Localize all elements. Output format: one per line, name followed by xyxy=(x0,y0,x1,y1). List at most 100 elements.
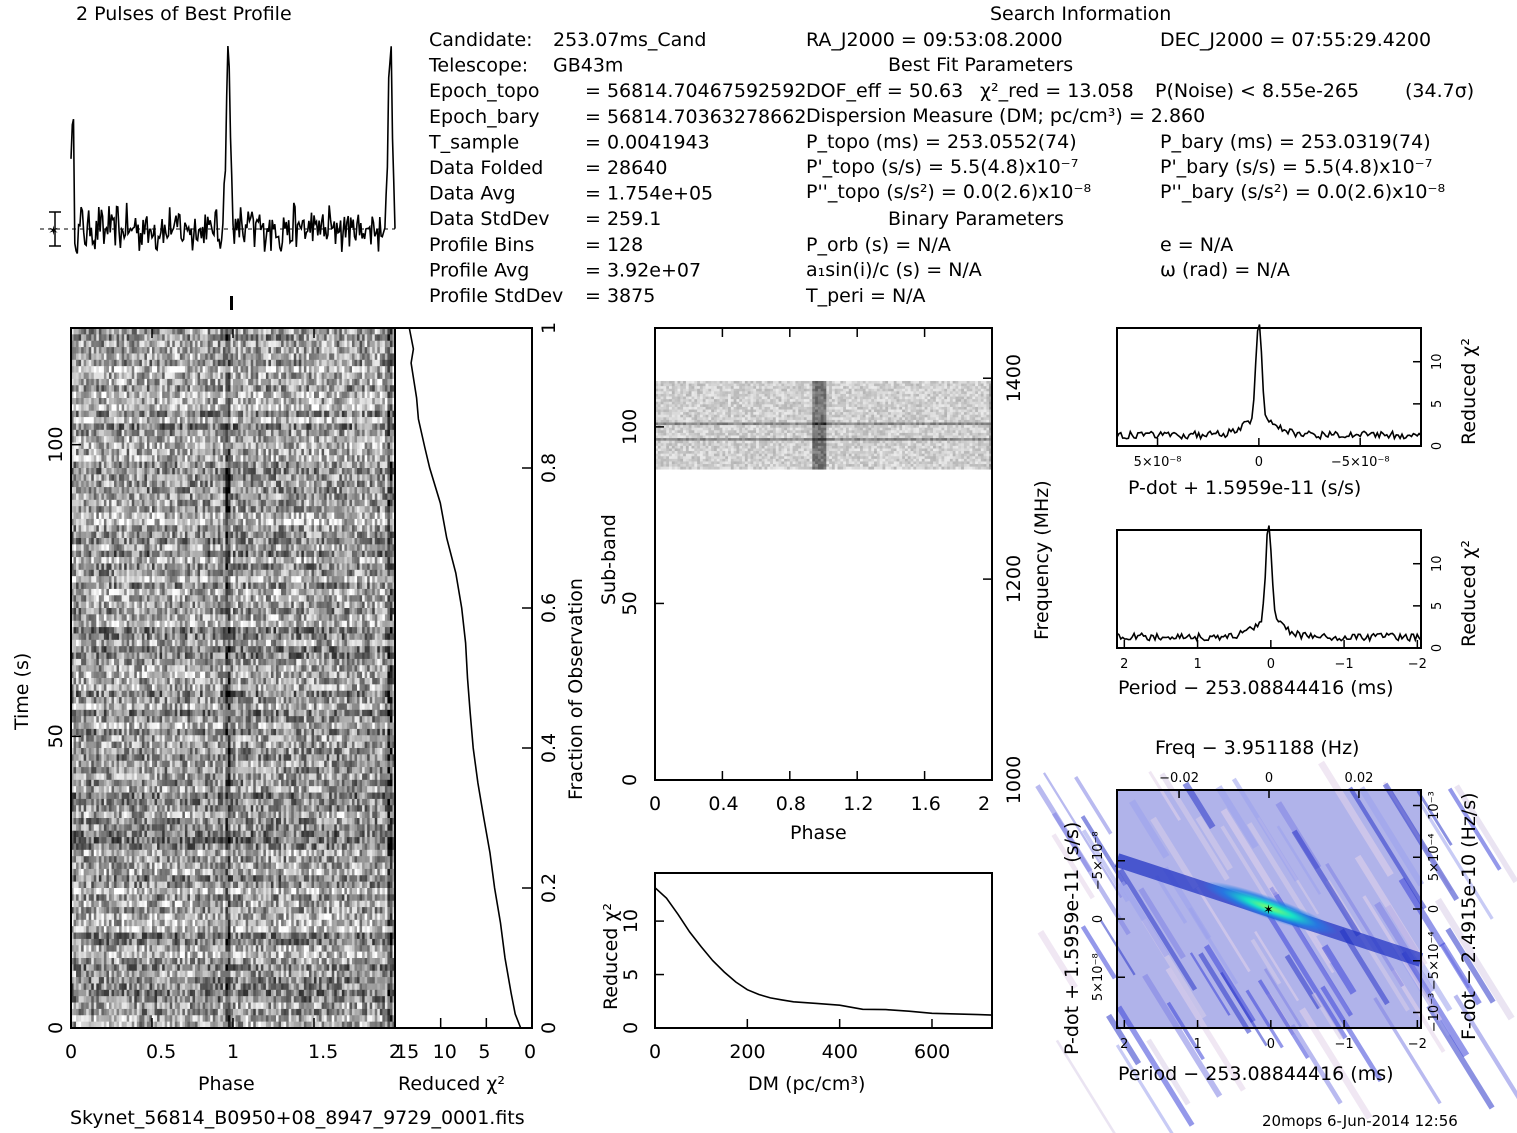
info-label: Epoch_topo xyxy=(429,80,539,102)
dof-value: DOF_eff = 50.63 xyxy=(806,80,963,102)
tick-label: −1 xyxy=(1334,657,1353,672)
tick-label: 0.4 xyxy=(708,793,738,815)
pdot-chi2-panel: 5×10⁻⁸ 0 −5×10⁻⁸ 0 5 10 P-dot + 1.5959e-11 (s… xyxy=(1116,324,1480,499)
tick-label: 100 xyxy=(619,409,641,445)
pdtopo-value: P'_topo (s/s) = 5.5(4.8)x10⁻⁷ xyxy=(806,156,1078,178)
tick-label: 10 xyxy=(1430,353,1445,370)
info-value: = 28640 xyxy=(585,157,667,179)
period-chi2-ylabel: Reduced χ² xyxy=(1458,540,1480,647)
pdot-chi2-curve xyxy=(1116,324,1422,441)
info-label: Profile Bins xyxy=(429,234,534,256)
profile-title: 2 Pulses of Best Profile xyxy=(76,3,292,25)
time-phase-heatmap xyxy=(71,328,396,1029)
tick-label: 0 xyxy=(1427,905,1442,913)
search-title: Search Information xyxy=(990,3,1171,25)
tick-label: 1200 xyxy=(1003,555,1025,603)
tick-label: 0 xyxy=(1265,771,1273,786)
tick-label: 1.2 xyxy=(843,793,873,815)
tick-label: 5×10⁻⁸ xyxy=(1091,953,1106,1001)
info-value: GB43m xyxy=(553,55,623,77)
p-pdot-top-label: Freq − 3.951188 (Hz) xyxy=(1155,737,1359,759)
tick-label: 1 xyxy=(1193,657,1201,672)
time-phase-xlabel: Phase xyxy=(198,1073,255,1095)
dm-curve xyxy=(654,887,993,1016)
timestamp: 20mops 6-Jun-2014 12:56 xyxy=(1262,1112,1458,1130)
ra-value: RA_J2000 = 09:53:08.2000 xyxy=(806,29,1063,51)
profile-panel: 2 Pulses of Best Profile ✶ xyxy=(40,3,396,310)
info-label: T_sample xyxy=(428,131,519,153)
pnoise-value: P(Noise) < 8.55e-265 xyxy=(1155,80,1359,102)
dec-value: DEC_J2000 = 07:55:29.4200 xyxy=(1160,29,1431,51)
pdbary-value: P'_bary (s/s) = 5.5(4.8)x10⁻⁷ xyxy=(1160,156,1432,178)
info-value: = 56814.70467592592 xyxy=(585,80,806,102)
subband-heatmap xyxy=(655,380,993,470)
p-pdot-xlabel: Period − 253.08844416 (ms) xyxy=(1118,1063,1394,1085)
tick-label: 15 xyxy=(395,1041,419,1063)
tick-label: 5×10⁻⁸ xyxy=(1134,455,1182,470)
profile-errorbar: ✶ xyxy=(48,211,61,247)
omega-value: ω (rad) = N/A xyxy=(1160,259,1290,281)
info-label: Data Avg xyxy=(429,183,516,205)
chi2-fraction-panel: 15 10 5 00 0.2 0.4 0.6 0.8 1 Reduced χ² Fraction… xyxy=(394,322,587,1095)
tick-label: 2 xyxy=(1120,1037,1128,1052)
tick-label: 1 xyxy=(1193,1037,1201,1052)
tick-label: 1400 xyxy=(1003,354,1025,402)
info-value: = 0.0041943 xyxy=(585,131,710,153)
info-value: = 259.1 xyxy=(585,208,661,230)
info-value: = 3.92e+07 xyxy=(585,259,701,281)
tick-label: −5×10⁻⁸ xyxy=(1331,455,1390,470)
pdot-chi2-xlabel: P-dot + 1.5959e-11 (s/s) xyxy=(1128,477,1361,499)
tick-label: −5×10⁻⁸ xyxy=(1091,831,1106,890)
tick-label: 0.8 xyxy=(776,793,806,815)
svg-text:✶: ✶ xyxy=(48,224,59,239)
tick-label: 2 xyxy=(1120,657,1128,672)
subband-panel: 0 0.4 0.8 1.2 1.6 2 0 50 100 1000 1200 1400 Phase S… xyxy=(598,327,1053,844)
search-information: Search Information Candidate: 253.07ms_Ca… xyxy=(428,3,1474,307)
tick-label: 0.02 xyxy=(1344,771,1373,786)
pdot-chi2-frame xyxy=(1116,327,1422,447)
tick-label: 5×10⁻⁴ xyxy=(1427,833,1442,881)
tick-label: 0 xyxy=(65,1041,77,1063)
tick-label: 0 xyxy=(649,1041,661,1063)
tick-label: 0 xyxy=(649,793,661,815)
info-left-column: Candidate: 253.07ms_Cand Telescope: GB43m Ep… xyxy=(428,29,806,307)
tick-label: 600 xyxy=(914,1041,950,1063)
e-value: e = N/A xyxy=(1160,234,1233,256)
p-pdot-heatmap: ✶ xyxy=(1035,760,1517,1133)
pdot-chi2-ticks: 5×10⁻⁸ 0 −5×10⁻⁸ 0 5 10 xyxy=(1134,353,1445,470)
pdot-chi2-ylabel: Reduced χ² xyxy=(1458,338,1480,445)
tick-label: 10⁻³ xyxy=(1427,791,1442,820)
chi2-fraction-frame xyxy=(394,327,533,1029)
tick-label: 0 xyxy=(1255,455,1263,470)
time-phase-panel: 0 0.5 1 1.5 2 0 50 100 Phase Time (s) xyxy=(11,327,401,1095)
chi2red-value: χ²_red = 13.058 xyxy=(980,80,1134,102)
tick-label: 0 xyxy=(45,1022,67,1034)
tick-label: 50 xyxy=(619,591,641,615)
chi2-fraction-curve xyxy=(408,327,522,1029)
p-pdot-ticks: 2 1 0 −1 −2 −0.02 0 0.02 −5×10⁻⁸ 0 5×10⁻⁸ 10⁻³ 5×10⁻… xyxy=(1091,771,1442,1052)
tick-label: 1 xyxy=(227,1041,239,1063)
time-phase-ticks: 0 0.5 1 1.5 2 0 50 100 xyxy=(45,328,401,1063)
tick-label: 5 xyxy=(620,969,642,981)
profile-curve xyxy=(70,45,396,254)
best-fit-marker: ✶ xyxy=(1263,903,1274,918)
period-chi2-curve xyxy=(1116,525,1422,643)
tick-label: 0 xyxy=(620,1022,642,1034)
tick-label: 200 xyxy=(729,1041,765,1063)
tick-label: −0.02 xyxy=(1159,771,1199,786)
subband-ticks: 0 0.4 0.8 1.2 1.6 2 0 50 100 1000 1200 1400 xyxy=(619,328,1025,815)
period-chi2-frame xyxy=(1116,529,1422,649)
chi2-fraction-ticks: 15 10 5 00 0.2 0.4 0.6 0.8 1 xyxy=(394,322,560,1063)
tick-label: 10 xyxy=(620,909,642,933)
dm-ylabel: Reduced χ² xyxy=(600,903,622,1010)
pbary-value: P_bary (ms) = 253.0319(74) xyxy=(1160,131,1431,153)
info-label: Profile StdDev xyxy=(429,285,563,307)
tick-label: 0.2 xyxy=(538,873,560,903)
dm-panel: 0 200 400 600 0 5 10 DM (pc/cm³) Reduced χ² xyxy=(600,872,993,1095)
chi2-fraction-xlabel: Reduced χ² xyxy=(398,1073,505,1095)
tick-label: 0 xyxy=(619,774,641,786)
period-chi2-xlabel: Period − 253.08844416 (ms) xyxy=(1118,677,1394,699)
tick-label: 0 xyxy=(524,1041,536,1063)
